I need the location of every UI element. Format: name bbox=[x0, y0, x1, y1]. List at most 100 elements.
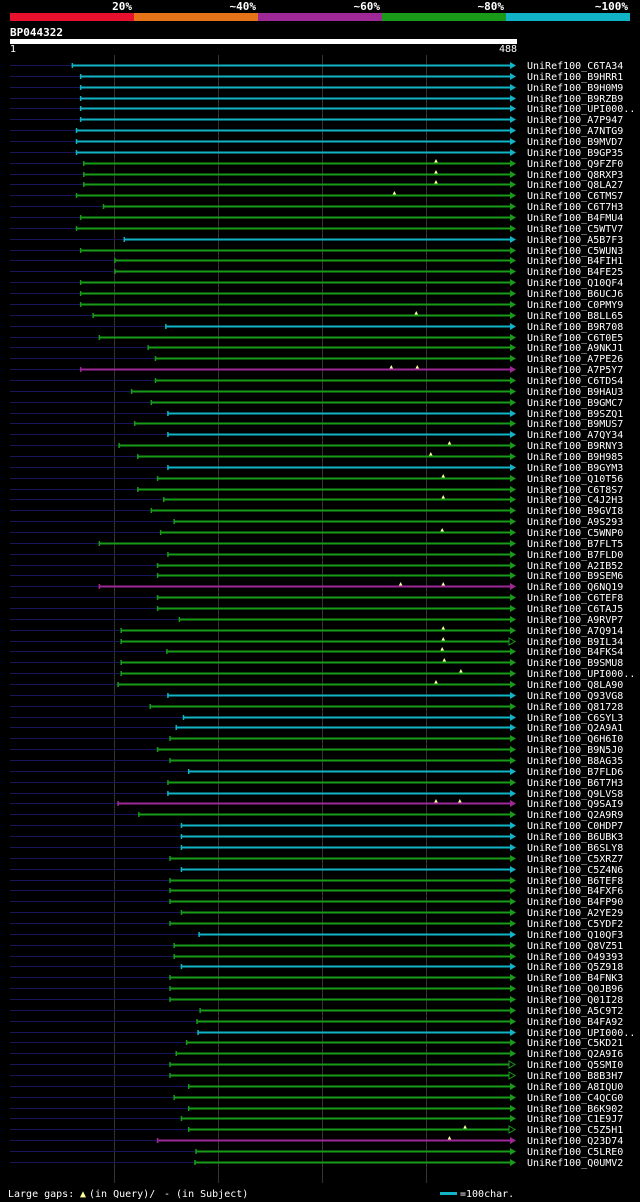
hit-label[interactable]: UniRef100_C6TDS4 bbox=[527, 376, 623, 387]
hit-label[interactable]: UniRef100_B9RNY3 bbox=[527, 441, 623, 452]
hit-label[interactable]: UniRef100_Q81728 bbox=[527, 702, 623, 713]
hit-label[interactable]: UniRef100_Q0UMV2 bbox=[527, 1158, 623, 1169]
hit-label[interactable]: UniRef100_B4FIH1 bbox=[527, 256, 623, 267]
hit-label[interactable]: UniRef100_C0PMY9 bbox=[527, 300, 623, 311]
hit-label[interactable]: UniRef100_C6T8S7 bbox=[527, 485, 623, 496]
hit-label[interactable]: UniRef100_C5WUN3 bbox=[527, 246, 623, 257]
hit-label[interactable]: UniRef100_C6TA34 bbox=[527, 61, 623, 72]
hit-label[interactable]: UniRef100_C1E9J7 bbox=[527, 1114, 623, 1125]
hit-label[interactable]: UniRef100_C5WNP0 bbox=[527, 528, 623, 539]
hit-label[interactable]: UniRef100_O49393 bbox=[527, 952, 623, 963]
hit-label[interactable]: UniRef100_C4J2H3 bbox=[527, 495, 623, 506]
hit-label[interactable]: UniRef100_A9S293 bbox=[527, 517, 623, 528]
hit-label[interactable]: UniRef100_C6T0E5 bbox=[527, 333, 623, 344]
hit-label[interactable]: UniRef100_B9HAU3 bbox=[527, 387, 623, 398]
hit-label[interactable]: UniRef100_Q6NQ19 bbox=[527, 582, 623, 593]
hit-label[interactable]: UniRef100_A7P5Y7 bbox=[527, 365, 623, 376]
hit-label[interactable]: UniRef100_B4FMU4 bbox=[527, 213, 623, 224]
hit-label[interactable]: UniRef100_C5YDF2 bbox=[527, 919, 623, 930]
hit-label[interactable]: UniRef100_Q10T56 bbox=[527, 474, 623, 485]
hit-label[interactable]: UniRef100_C6SYL3 bbox=[527, 713, 623, 724]
hit-label[interactable]: UniRef100_B9N5J0 bbox=[527, 745, 623, 756]
hit-label[interactable]: UniRef100_B9R708 bbox=[527, 322, 623, 333]
hit-label[interactable]: UniRef100_B9MUS7 bbox=[527, 419, 623, 430]
hit-label[interactable]: UniRef100_Q8VZ51 bbox=[527, 941, 623, 952]
hit-label[interactable]: UniRef100_B9SEM6 bbox=[527, 571, 623, 582]
hit-label[interactable]: UniRef100_C5Z5H1 bbox=[527, 1125, 623, 1136]
hit-label[interactable]: UniRef100_B8B3H7 bbox=[527, 1071, 623, 1082]
hit-label[interactable]: UniRef100_Q2A9R9 bbox=[527, 810, 623, 821]
hit-label[interactable]: UniRef100_UPI000.. bbox=[527, 104, 635, 115]
hit-label[interactable]: UniRef100_Q9SAI9 bbox=[527, 799, 623, 810]
hit-label[interactable]: UniRef100_Q0JB96 bbox=[527, 984, 623, 995]
hit-label[interactable]: UniRef100_Q5Z918 bbox=[527, 962, 623, 973]
hit-label[interactable]: UniRef100_B6K902 bbox=[527, 1104, 623, 1115]
hit-label[interactable]: UniRef100_C5Z4N6 bbox=[527, 865, 623, 876]
hit-label[interactable]: UniRef100_A7QY34 bbox=[527, 430, 623, 441]
hit-label[interactable]: UniRef100_B9RZB9 bbox=[527, 94, 623, 105]
hit-label[interactable]: UniRef100_B7FLD0 bbox=[527, 550, 623, 561]
hit-label[interactable]: UniRef100_A2YE29 bbox=[527, 908, 623, 919]
hit-label[interactable]: UniRef100_Q9FZF0 bbox=[527, 159, 623, 170]
hit-label[interactable]: UniRef100_Q2A9I6 bbox=[527, 1049, 623, 1060]
hit-label[interactable]: UniRef100_A5C9T2 bbox=[527, 1006, 623, 1017]
hit-label[interactable]: UniRef100_C5WTV7 bbox=[527, 224, 623, 235]
hit-label[interactable]: UniRef100_Q93VG8 bbox=[527, 691, 623, 702]
hit-label[interactable]: UniRef100_B9H985 bbox=[527, 452, 623, 463]
hit-label[interactable]: UniRef100_B6TEF8 bbox=[527, 876, 623, 887]
hit-label[interactable]: UniRef100_Q8LA27 bbox=[527, 180, 623, 191]
hit-label[interactable]: UniRef100_B7FLD6 bbox=[527, 767, 623, 778]
hit-label[interactable]: UniRef100_C6TAJ5 bbox=[527, 604, 623, 615]
hit-label[interactable]: UniRef100_A9NKJ1 bbox=[527, 343, 623, 354]
hit-label[interactable]: UniRef100_Q8RXP3 bbox=[527, 170, 623, 181]
hit-label[interactable]: UniRef100_UPI000.. bbox=[527, 1028, 635, 1039]
hit-label[interactable]: UniRef100_C4QCG0 bbox=[527, 1093, 623, 1104]
hit-label[interactable]: UniRef100_UPI000.. bbox=[527, 669, 635, 680]
hit-label[interactable]: UniRef100_B9GVI8 bbox=[527, 506, 623, 517]
hit-label[interactable]: UniRef100_Q23D74 bbox=[527, 1136, 623, 1147]
hit-label[interactable]: UniRef100_Q9LVS8 bbox=[527, 789, 623, 800]
hit-label[interactable]: UniRef100_A7P947 bbox=[527, 115, 623, 126]
hit-label[interactable]: UniRef100_B6UBK3 bbox=[527, 832, 623, 843]
hit-label[interactable]: UniRef100_B9SZQ1 bbox=[527, 409, 623, 420]
hit-label[interactable]: UniRef100_A8IQU0 bbox=[527, 1082, 623, 1093]
hit-label[interactable]: UniRef100_C5XRZ7 bbox=[527, 854, 623, 865]
hit-label[interactable]: UniRef100_A9RVP7 bbox=[527, 615, 623, 626]
hit-label[interactable]: UniRef100_C6TEF8 bbox=[527, 593, 623, 604]
hit-label[interactable]: UniRef100_A7PE26 bbox=[527, 354, 623, 365]
hit-label[interactable]: UniRef100_A7NTG9 bbox=[527, 126, 623, 137]
hit-label[interactable]: UniRef100_C5KD21 bbox=[527, 1038, 623, 1049]
hit-label[interactable]: UniRef100_B4FXF6 bbox=[527, 886, 623, 897]
hit-label[interactable]: UniRef100_Q5SMI0 bbox=[527, 1060, 623, 1071]
hit-label[interactable]: UniRef100_A7Q914 bbox=[527, 626, 623, 637]
hit-label[interactable]: UniRef100_B4FKS4 bbox=[527, 647, 623, 658]
hit-label[interactable]: UniRef100_Q6H6I0 bbox=[527, 734, 623, 745]
hit-label[interactable]: UniRef100_C6TMS7 bbox=[527, 191, 623, 202]
hit-label[interactable]: UniRef100_B9IL34 bbox=[527, 637, 623, 648]
hit-label[interactable]: UniRef100_C6T7H3 bbox=[527, 202, 623, 213]
hit-label[interactable]: UniRef100_B9MVD7 bbox=[527, 137, 623, 148]
hit-label[interactable]: UniRef100_C0HDP7 bbox=[527, 821, 623, 832]
hit-label[interactable]: UniRef100_B6UCJ6 bbox=[527, 289, 623, 300]
hit-label[interactable]: UniRef100_B4FA92 bbox=[527, 1017, 623, 1028]
hit-label[interactable]: UniRef100_A5B7F3 bbox=[527, 235, 623, 246]
hit-label[interactable]: UniRef100_B9GP35 bbox=[527, 148, 623, 159]
hit-label[interactable]: UniRef100_B9SMU8 bbox=[527, 658, 623, 669]
hit-label[interactable]: UniRef100_A2IB52 bbox=[527, 561, 623, 572]
hit-label[interactable]: UniRef100_B8LL65 bbox=[527, 311, 623, 322]
hit-label[interactable]: UniRef100_Q10QF3 bbox=[527, 930, 623, 941]
hit-label[interactable]: UniRef100_Q8LA90 bbox=[527, 680, 623, 691]
hit-label[interactable]: UniRef100_Q01I28 bbox=[527, 995, 623, 1006]
hit-label[interactable]: UniRef100_B7FLT5 bbox=[527, 539, 623, 550]
hit-label[interactable]: UniRef100_B9HRR1 bbox=[527, 72, 623, 83]
hit-label[interactable]: UniRef100_B8AG35 bbox=[527, 756, 623, 767]
hit-label[interactable]: UniRef100_Q2A9A1 bbox=[527, 723, 623, 734]
hit-label[interactable]: UniRef100_B9GMC7 bbox=[527, 398, 623, 409]
hit-label[interactable]: UniRef100_B4FP90 bbox=[527, 897, 623, 908]
hit-label[interactable]: UniRef100_B6T7H3 bbox=[527, 778, 623, 789]
hit-label[interactable]: UniRef100_Q10QF4 bbox=[527, 278, 623, 289]
hit-label[interactable]: UniRef100_B6SLY8 bbox=[527, 843, 623, 854]
hit-label[interactable]: UniRef100_B4FE25 bbox=[527, 267, 623, 278]
hit-label[interactable]: UniRef100_B9H0M9 bbox=[527, 83, 623, 94]
hit-label[interactable]: UniRef100_B9GYM3 bbox=[527, 463, 623, 474]
